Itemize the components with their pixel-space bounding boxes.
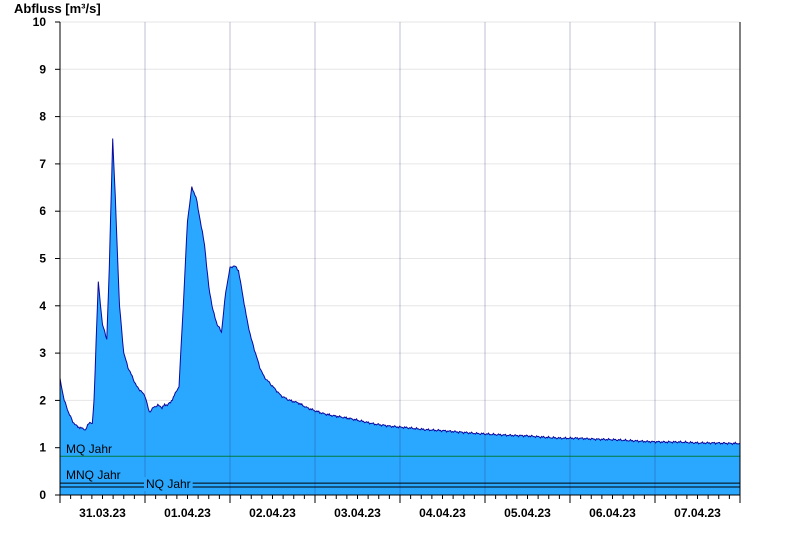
y-tick-label: 8: [39, 110, 46, 124]
x-tick-label: 31.03.23: [79, 506, 126, 520]
y-tick-label: 2: [39, 393, 46, 407]
x-tick-label: 03.04.23: [334, 506, 381, 520]
x-tick-label: 01.04.23: [164, 506, 211, 520]
x-tick-label: 02.04.23: [249, 506, 296, 520]
reference-line-label: NQ Jahr: [146, 477, 191, 491]
reference-label-bg: [144, 476, 193, 491]
y-tick-label: 0: [39, 488, 46, 502]
y-tick-label: 9: [39, 62, 46, 76]
discharge-line: [59, 138, 741, 446]
x-tick-label: 05.04.23: [504, 506, 551, 520]
discharge-area: [60, 138, 740, 495]
y-tick-label: 1: [39, 441, 46, 455]
y-tick-label: 4: [39, 299, 46, 313]
reference-line-label: MQ Jahr: [66, 442, 112, 456]
x-tick-label: 06.04.23: [589, 506, 636, 520]
y-tick-label: 5: [39, 252, 46, 266]
y-tick-label: 6: [39, 204, 46, 218]
y-tick-label: 3: [39, 346, 46, 360]
x-tick-label: 07.04.23: [674, 506, 721, 520]
y-tick-label: 10: [33, 15, 47, 29]
y-tick-label: 7: [39, 157, 46, 171]
x-tick-label: 04.04.23: [419, 506, 466, 520]
reference-line-label: MNQ Jahr: [66, 468, 121, 482]
chart-title: Abfluss [m³/s]: [14, 1, 101, 16]
